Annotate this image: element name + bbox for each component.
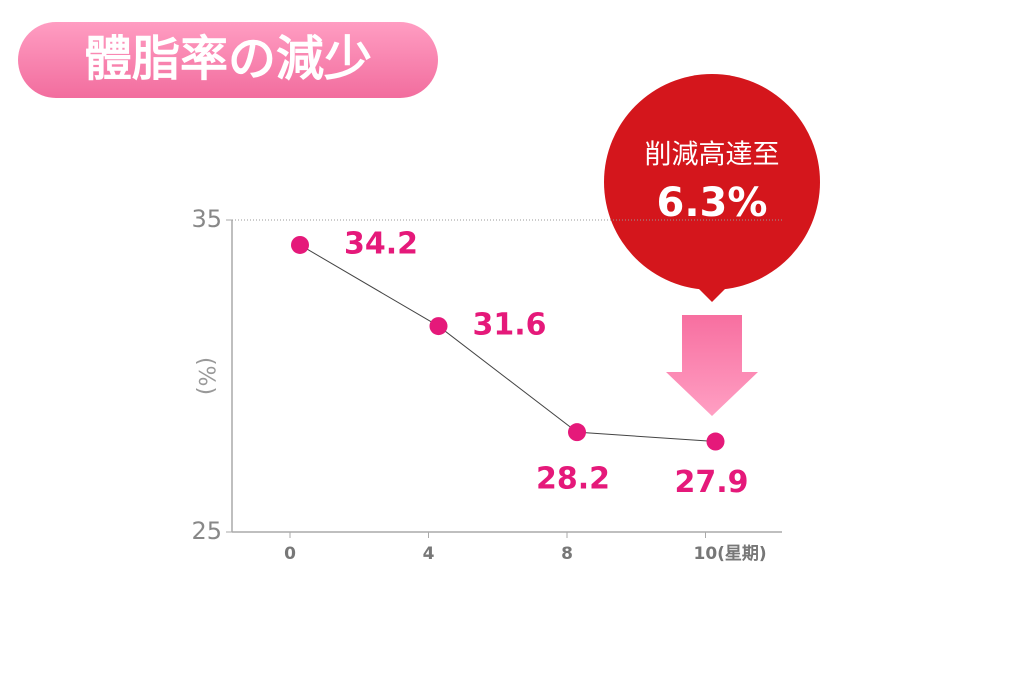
data-point <box>291 235 309 254</box>
y-axis-label: (%) <box>193 357 218 395</box>
x-tick-label: 0 <box>284 544 296 564</box>
x-tick-label: 8 <box>561 544 573 564</box>
down-arrow <box>666 315 758 416</box>
callout-value: 6.3% <box>657 180 768 226</box>
chart-title: 體脂率の減少 <box>84 31 372 87</box>
data-point <box>429 317 448 336</box>
data-point <box>568 423 586 442</box>
y-tick-label: 25 <box>191 517 222 545</box>
title-pill <box>18 22 438 98</box>
callout-bubble <box>604 74 820 290</box>
line <box>299 244 716 443</box>
callout-pointer <box>690 280 734 302</box>
data-label: 34.2 <box>344 226 418 261</box>
x-tick-label: 10(星期) <box>694 544 767 564</box>
x-tick-label: 4 <box>423 544 435 564</box>
data-label: 28.2 <box>536 462 610 497</box>
callout-text: 削減高達至 <box>645 140 780 171</box>
data-point <box>706 432 725 451</box>
data-label: 27.9 <box>674 465 748 500</box>
data-label: 31.6 <box>473 308 547 343</box>
y-tick-label: 35 <box>191 205 222 233</box>
